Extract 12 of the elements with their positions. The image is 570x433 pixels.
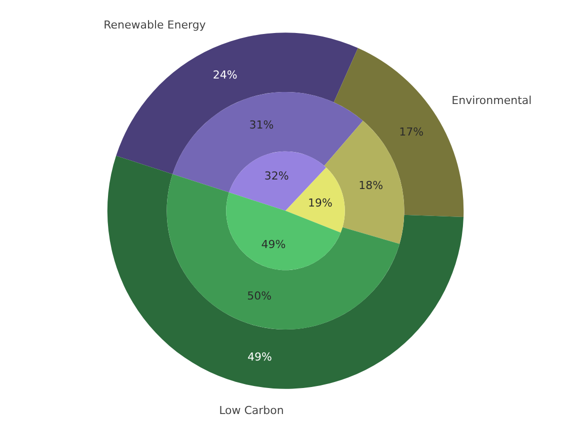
data-label: 17% [399,126,424,139]
data-label: 24% [212,68,238,82]
data-label: 18% [358,178,384,192]
data-label: 31% [249,118,274,132]
data-label: 49% [261,238,286,251]
data-label: 19% [308,196,332,210]
slice-label: Environmental [452,94,532,107]
data-label: 49% [248,350,272,364]
slice-label: Low Carbon [219,404,284,417]
data-label: 32% [264,170,289,183]
slice-label: Renewable Energy [104,18,206,32]
data-label: 50% [247,289,272,302]
